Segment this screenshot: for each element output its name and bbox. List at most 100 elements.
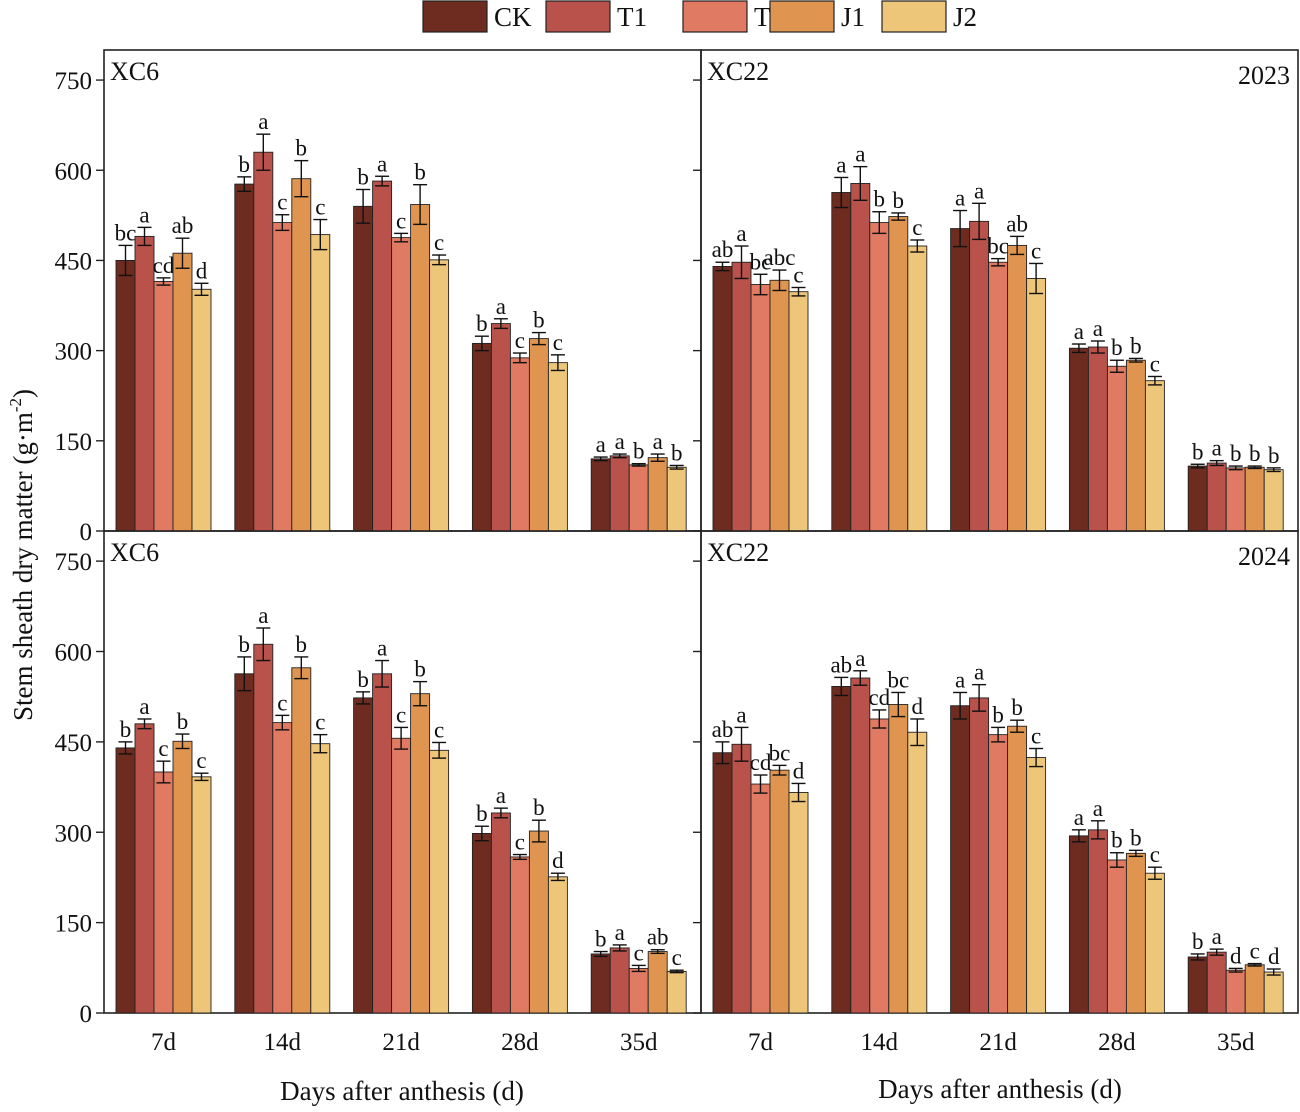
x-tick-label: 14d [264,1029,302,1056]
bar-ck-28d [471,833,492,1014]
significance-letter: a [377,636,387,661]
bar-j1-21d [410,204,431,532]
significance-letter: a [1074,805,1084,830]
bar-t1-21d [372,673,393,1014]
y-tick-label: 300 [55,820,93,847]
x-tick-label: 35d [620,1029,658,1056]
y-tick-label: 150 [55,429,93,456]
significance-letter: c [158,736,168,761]
bar-t1-35d [1206,462,1227,532]
significance-letter: c [515,328,525,353]
y-tick-label: 450 [55,730,93,757]
significance-letter: b [1230,441,1242,466]
variety-label: XC22 [707,57,769,86]
bar-t2-28d [1106,365,1127,532]
bar-j2-14d [310,743,331,1014]
bar-ck-7d [115,747,136,1014]
variety-label: XC6 [110,538,159,567]
y-tick-label: 450 [55,248,93,275]
significance-letter: b [1249,441,1261,466]
significance-letter: d [793,758,805,783]
bar-t2-28d [1106,859,1127,1014]
bar-j1-28d [1125,359,1146,532]
bar-j2-14d [907,731,928,1014]
bar-t2-28d [509,856,530,1014]
y-tick-label: 750 [55,68,93,95]
legend-swatch-t1 [545,0,611,33]
significance-letter: c [277,190,287,215]
legend-label-j2: J2 [953,2,977,32]
x-tick-label: 35d [1217,1029,1255,1056]
bar-j1-14d [888,704,909,1014]
significance-letter: b [1011,695,1023,720]
legend-swatch-ck [422,0,488,33]
bar-j1-14d [291,178,312,532]
bar-t1-35d [1206,951,1227,1014]
bar-j2-21d [1026,757,1047,1014]
significance-letter: a [139,202,149,227]
axes: Stem sheath dry matter (g·m-2) Days afte… [6,389,1122,1106]
significance-letter: b [414,160,426,185]
bar-t1-7d [134,723,155,1014]
bar-t2-21d [391,237,412,532]
significance-letter: ab [712,717,734,742]
bar-j1-14d [888,216,909,532]
y-tick-label: 150 [55,911,93,938]
bar-ck-7d [712,266,733,532]
bar-j2-21d [1026,278,1047,532]
bar-ck-28d [1068,835,1089,1014]
bar-ck-14d [831,685,852,1014]
significance-letter: b [414,657,426,682]
bar-t2-35d [1225,969,1246,1014]
bar-ck-21d [950,705,971,1014]
significance-letter: b [671,440,683,465]
legend-label-ck: CK [494,2,532,32]
significance-letter: a [615,429,625,454]
bar-j1-7d [172,740,193,1014]
x-tick-label: 14d [861,1029,899,1056]
significance-letter: a [955,186,965,211]
significance-letter: d [196,258,208,283]
x-tick-label: 21d [382,1029,420,1056]
bar-j1-21d [1007,244,1028,532]
significance-letter: b [239,152,251,177]
bar-t1-21d [969,697,990,1014]
bar-ck-35d [590,953,611,1014]
y-axis-label: Stem sheath dry matter (g·m-2) [6,389,38,721]
legend-label-j1: J1 [841,2,865,32]
significance-letter: c [396,702,406,727]
bar-t2-28d [509,357,530,532]
bar-ck-7d [712,752,733,1014]
bar-t1-21d [969,220,990,532]
bar-t2-7d [153,771,174,1014]
significance-letter: c [1150,351,1160,376]
bar-j1-21d [410,693,431,1014]
significance-letter: b [992,702,1004,727]
y-tick-label: 0 [80,1001,93,1028]
bar-j1-7d [769,279,790,532]
bar-t2-14d [272,222,293,532]
bar-j2-14d [907,245,928,532]
significance-letter: b [533,795,545,820]
bar-t2-7d [153,281,174,532]
bar-ck-14d [234,183,255,532]
bar-t2-14d [869,718,890,1014]
significance-letter: c [1031,238,1041,263]
variety-label: XC22 [707,538,769,567]
significance-letter: b [893,188,905,213]
bar-j2-28d [1144,380,1165,532]
significance-letter: c [912,215,922,240]
significance-letter: a [653,429,663,454]
bar-ck-35d [1187,956,1208,1014]
bar-ck-14d [831,192,852,532]
bar-j1-35d [647,457,668,532]
legend-swatch-t2 [682,0,748,33]
x-tick-label: 21d [979,1029,1017,1056]
significance-letter: a [855,142,865,167]
x-axis-label-right: Days after anthesis (d) [878,1074,1122,1104]
significance-letter: b [1130,825,1142,850]
bar-ck-28d [1068,347,1089,532]
